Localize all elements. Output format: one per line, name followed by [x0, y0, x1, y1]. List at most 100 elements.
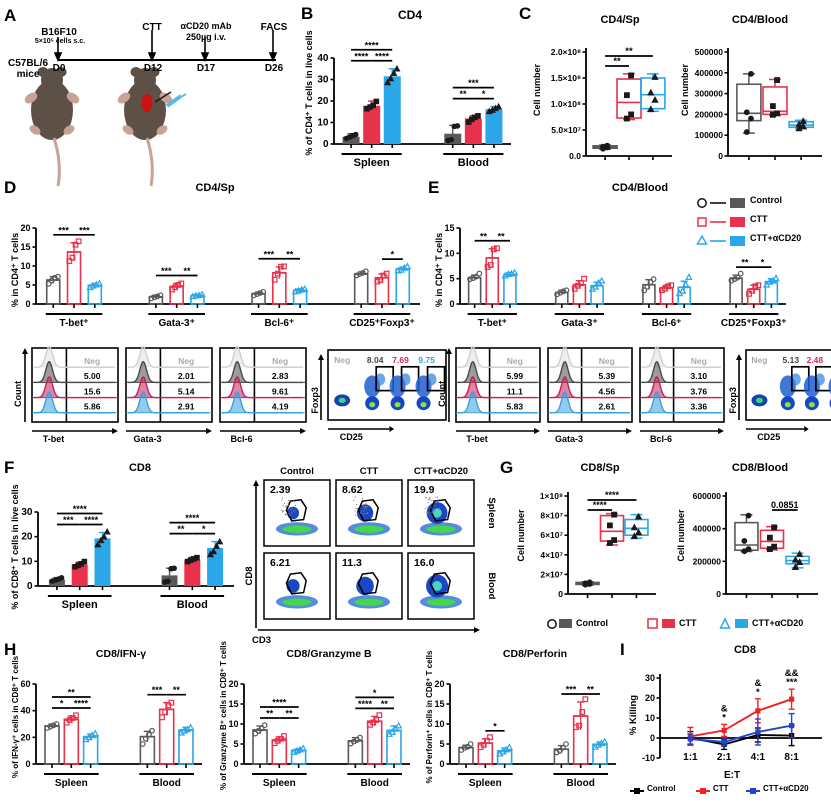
svg-text:2.01: 2.01 — [178, 371, 195, 381]
chart-g-right-cd8blood-box: 0 200000 400000 600000 0.0851 — [672, 472, 824, 612]
svg-text:8.04: 8.04 — [367, 355, 384, 365]
svg-text:*: * — [373, 688, 377, 698]
panel-label-c: C — [519, 4, 531, 24]
svg-text:15: 15 — [434, 699, 444, 709]
axis-y-label: % of CD4⁺ T cells in live cells — [304, 28, 315, 158]
svg-text:Gata-3: Gata-3 — [555, 434, 583, 444]
svg-text:16.0: 16.0 — [414, 557, 435, 569]
chart-c-left-cd4sp-box: 0.0 5.0×10⁷ 1.0×10⁸ 1.5×10⁸ 2.0×10⁸ ** ** — [528, 26, 678, 174]
svg-text:****: **** — [365, 40, 380, 50]
svg-text:Control: Control — [280, 466, 314, 477]
svg-text:Blood: Blood — [486, 573, 497, 600]
svg-text:0.0851: 0.0851 — [771, 500, 799, 510]
chart-h3-cd8-perforin-bar: 0 5 10 15 20 Spleen Blood * *** ** — [420, 646, 620, 798]
legend-i: Control CTT CTT+αCD20 — [628, 784, 828, 798]
svg-text:**: ** — [173, 685, 181, 695]
axis-y-label: % in CD4⁺ T cells — [434, 210, 445, 330]
legend-de: Control CTT CTT+αCD20 — [694, 192, 830, 252]
chart-h1-cd8-ifng-bar: 0 20 40 60 Spleen Blood * **** ** *** ** — [6, 646, 206, 798]
svg-text:Blood: Blood — [361, 778, 389, 789]
svg-text:*: * — [60, 699, 64, 709]
axis-y-label: % Killing — [628, 670, 639, 760]
chart-b-cd4-bar: 0 10 20 30 40 Spleen Blood **** **** **** ** * *** — [300, 18, 515, 178]
figure-canvas: A — [0, 0, 831, 802]
svg-text:200000: 200000 — [693, 556, 722, 566]
svg-text:5.00: 5.00 — [84, 371, 101, 381]
svg-text:CTT+αCD20: CTT+αCD20 — [414, 466, 468, 477]
svg-text:2.91: 2.91 — [178, 401, 195, 411]
svg-text:2.0×10⁸: 2.0×10⁸ — [551, 47, 581, 57]
svg-text:20: 20 — [228, 679, 238, 689]
svg-text:0: 0 — [650, 733, 655, 743]
svg-text:***: *** — [79, 225, 90, 235]
svg-text:4:1: 4:1 — [751, 752, 766, 763]
svg-text:Spleen: Spleen — [263, 778, 296, 789]
svg-text:***: *** — [566, 685, 577, 695]
svg-text:-10: -10 — [642, 753, 655, 763]
svg-text:8×10⁷: 8×10⁷ — [540, 511, 563, 521]
svg-text:Spleen: Spleen — [62, 599, 98, 611]
svg-text:***: *** — [264, 249, 275, 259]
svg-text:4×10⁷: 4×10⁷ — [540, 550, 563, 560]
svg-text:Foxp3: Foxp3 — [310, 387, 320, 414]
svg-text:Neg: Neg — [751, 355, 767, 365]
svg-text:15: 15 — [444, 223, 454, 233]
svg-text:****: **** — [185, 513, 200, 523]
panel-a-day-3: D26 — [257, 63, 291, 74]
svg-text:15: 15 — [20, 242, 30, 252]
svg-text:5.0×10⁷: 5.0×10⁷ — [551, 125, 581, 135]
svg-text:T-bet⁺: T-bet⁺ — [478, 318, 507, 329]
panel-a-day-1: D12 — [136, 63, 170, 74]
svg-text:3.36: 3.36 — [691, 401, 708, 411]
svg-text:4.56: 4.56 — [599, 386, 616, 396]
chart-f-cd8-bar: 0 10 20 30 Spleen Blood *** **** **** ** * **** — [6, 472, 238, 620]
svg-text:Neg: Neg — [272, 356, 288, 366]
svg-text:****: **** — [73, 504, 88, 514]
axis-y-label: % of Granzyme B⁺ cells in CD8⁺ T cells — [219, 644, 228, 790]
svg-text:10: 10 — [444, 248, 454, 258]
svg-text:0: 0 — [323, 139, 329, 150]
svg-text:Foxp3: Foxp3 — [728, 387, 738, 414]
chart-d-cd4sp-bar: 0 5 10 15 20 T-bet⁺ Gata-3⁺ Bcl-6⁺ CD25⁺Foxp3⁺ **… — [6, 192, 424, 340]
svg-text:**: ** — [613, 56, 621, 67]
svg-text:2.61: 2.61 — [599, 401, 616, 411]
chart-c-right-cd4blood-box: 0 100000 200000 300000 400000 500000 — [676, 26, 828, 174]
axis-y-label: Cell number — [532, 35, 542, 145]
svg-text:**: ** — [381, 699, 389, 709]
svg-text:5.39: 5.39 — [599, 371, 616, 381]
legend-item-cttcd20: CTT+αCD20 — [750, 233, 801, 243]
panel-a-event-0-title: B16F10 — [28, 27, 90, 38]
svg-text:0: 0 — [25, 759, 30, 769]
svg-text:200000: 200000 — [695, 109, 724, 119]
svg-text:****: **** — [84, 515, 99, 525]
svg-text:60: 60 — [20, 679, 30, 689]
svg-text:****: **** — [605, 490, 620, 500]
svg-text:300000: 300000 — [695, 89, 724, 99]
svg-text:10: 10 — [20, 261, 30, 271]
panel-d-flow-row: Neg 5.00 15.6 5.86 T-bet Neg 2.01 5.14 2.91 Gata-… — [6, 340, 424, 458]
svg-text:*: * — [391, 250, 395, 260]
svg-text:19.9: 19.9 — [414, 484, 435, 496]
legend-g-cttcd20: CTT+αCD20 — [752, 618, 803, 628]
svg-text:0: 0 — [25, 299, 30, 309]
svg-text:CTT: CTT — [360, 466, 379, 477]
panel-a-event-2-sub: 250µg i.v. — [174, 32, 238, 42]
svg-text:2.83: 2.83 — [272, 371, 289, 381]
svg-text:*: * — [761, 258, 765, 268]
svg-text:*: * — [493, 721, 497, 731]
svg-text:4.19: 4.19 — [272, 401, 289, 411]
svg-text:****: **** — [354, 51, 369, 61]
svg-text:0: 0 — [558, 589, 563, 599]
svg-text:20: 20 — [434, 679, 444, 689]
svg-text:3.76: 3.76 — [691, 386, 708, 396]
svg-text:CD25: CD25 — [340, 432, 363, 442]
svg-text:**: ** — [625, 46, 633, 57]
svg-text:5: 5 — [449, 274, 454, 284]
svg-text:1.5×10⁸: 1.5×10⁸ — [551, 73, 581, 83]
legend-g: Control CTT CTT+αCD20 — [545, 616, 830, 634]
svg-text:***: *** — [63, 515, 74, 525]
svg-text:*: * — [482, 89, 486, 99]
svg-text:T-bet: T-bet — [466, 434, 488, 444]
svg-text:9.61: 9.61 — [272, 386, 289, 396]
svg-text:Spleen: Spleen — [469, 778, 502, 789]
